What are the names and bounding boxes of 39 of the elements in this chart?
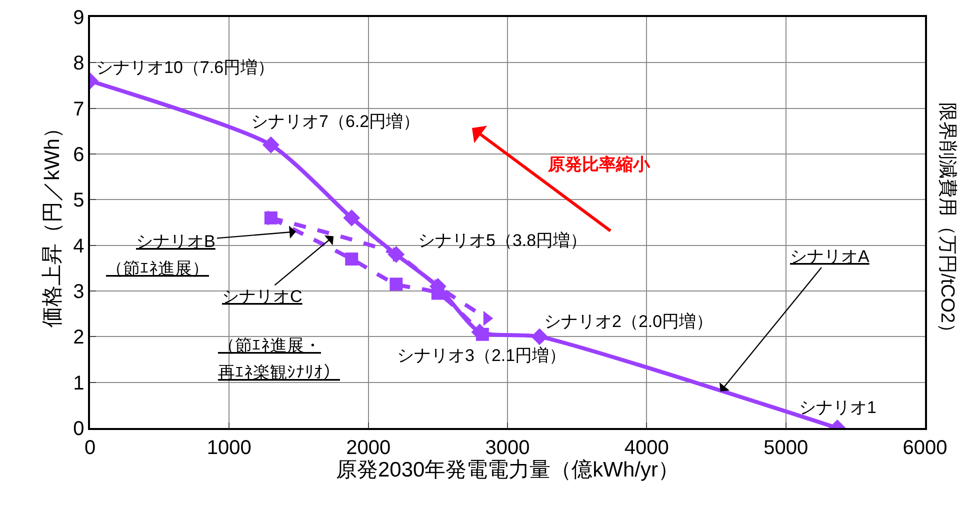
point xyxy=(345,252,358,266)
annotation: （節ｴﾈ進展） xyxy=(106,259,209,278)
annotation: 原発比率縮小 xyxy=(547,155,651,174)
annotation: シナリオ2（2.0円増） xyxy=(544,312,714,331)
y-tick-label: 5 xyxy=(73,190,84,212)
y-tick-label: 6 xyxy=(73,144,84,166)
y-tick-label: 1 xyxy=(73,372,84,394)
annotation: シナリオA xyxy=(790,247,870,266)
annotation: シナリオ7（6.2円増） xyxy=(251,112,420,131)
point xyxy=(476,328,489,341)
y2-axis-title: 限界削減費用（万円/tCO2） xyxy=(936,102,958,342)
point xyxy=(431,286,444,300)
y-tick-label: 0 xyxy=(73,418,84,440)
x-tick-label: 4000 xyxy=(624,436,669,459)
point xyxy=(390,278,403,291)
point xyxy=(531,328,548,346)
annotation: （節ｴﾈ進展・ xyxy=(218,336,321,355)
annotation: 再ｴﾈ楽観ｼﾅﾘｵ） xyxy=(218,363,340,382)
x-tick-label: 5000 xyxy=(764,436,808,459)
x-tick-label: 2000 xyxy=(346,436,391,459)
annotation: シナリオ1 xyxy=(799,398,876,417)
annotation: シナリオ3（2.1円増） xyxy=(397,346,566,365)
point xyxy=(343,209,360,226)
annotation: シナリオ5（3.8円増） xyxy=(418,231,588,250)
annotation: シナリオC xyxy=(222,287,302,306)
x-axis-title: 原発2030年発電電力量（億kWh/yr） xyxy=(336,458,680,482)
point xyxy=(262,136,280,154)
y-tick-label: 7 xyxy=(73,98,84,120)
annotation: シナリオ10（7.6円増） xyxy=(96,58,275,77)
x-tick-label: 3000 xyxy=(485,436,530,459)
y-tick-label: 3 xyxy=(73,281,84,303)
y-tick-label: 2 xyxy=(73,326,84,349)
y-tick-label: 8 xyxy=(73,52,84,75)
y-tick-label: 9 xyxy=(73,7,84,29)
x-tick-label: 6000 xyxy=(902,436,948,459)
x-tick-label: 1000 xyxy=(206,436,252,459)
annotation: シナリオB xyxy=(136,232,216,251)
y-tick-label: 4 xyxy=(73,235,84,258)
y-axis-title: 価格上昇（円／kWh） xyxy=(40,118,64,328)
